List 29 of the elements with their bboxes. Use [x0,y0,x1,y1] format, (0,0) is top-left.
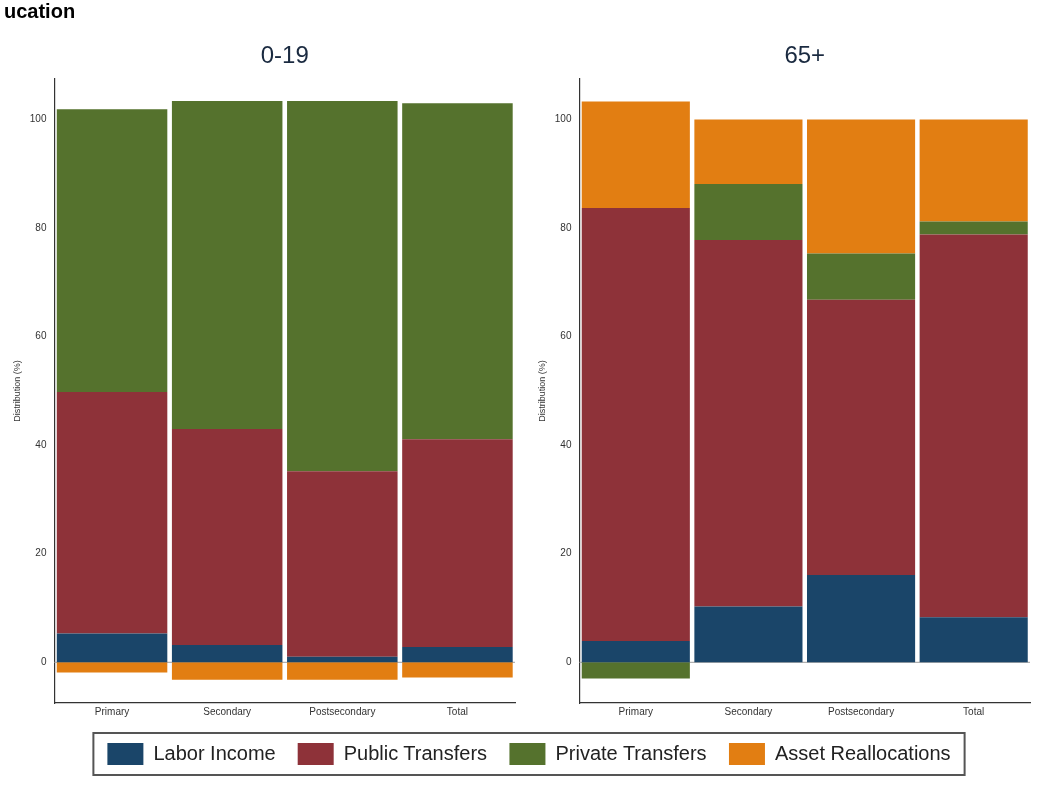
x-tick-label: Postsecondary [309,705,376,717]
y-axis-title: Distribution (%) [11,360,22,422]
y-tick-label: 60 [560,330,572,342]
y-tick-label: 80 [35,221,47,233]
x-tick-label: Primary [94,705,130,717]
y-tick-label: 20 [560,547,572,559]
legend-label: Asset Reallocations [774,741,951,764]
legend-label: Labor Income [153,741,276,764]
y-tick-label: 100 [554,113,572,125]
text: ucation [4,0,76,22]
chart-title: 0-19 [260,41,309,69]
x-tick-label: Total [446,705,468,717]
y-tick-label: 0 [40,656,47,668]
y-tick-label: 40 [35,438,47,450]
legend-label: Public Transfers [343,741,488,764]
x-tick-label: Total [963,705,985,717]
y-axis-title: Distribution (%) [536,360,547,422]
x-tick-label: Postsecondary [827,705,895,717]
y-tick-label: 80 [560,221,572,233]
y-tick-label: 60 [35,330,47,342]
chart-title: 65+ [784,41,826,69]
x-tick-label: Secondary [203,705,252,717]
y-tick-label: 20 [35,547,47,559]
x-tick-label: Primary [618,705,654,717]
y-tick-label: 0 [565,656,572,668]
y-tick-label: 40 [560,438,572,450]
y-tick-label: 100 [29,113,47,125]
x-tick-label: Secondary [724,705,773,717]
legend-label: Private Transfers [555,741,707,764]
